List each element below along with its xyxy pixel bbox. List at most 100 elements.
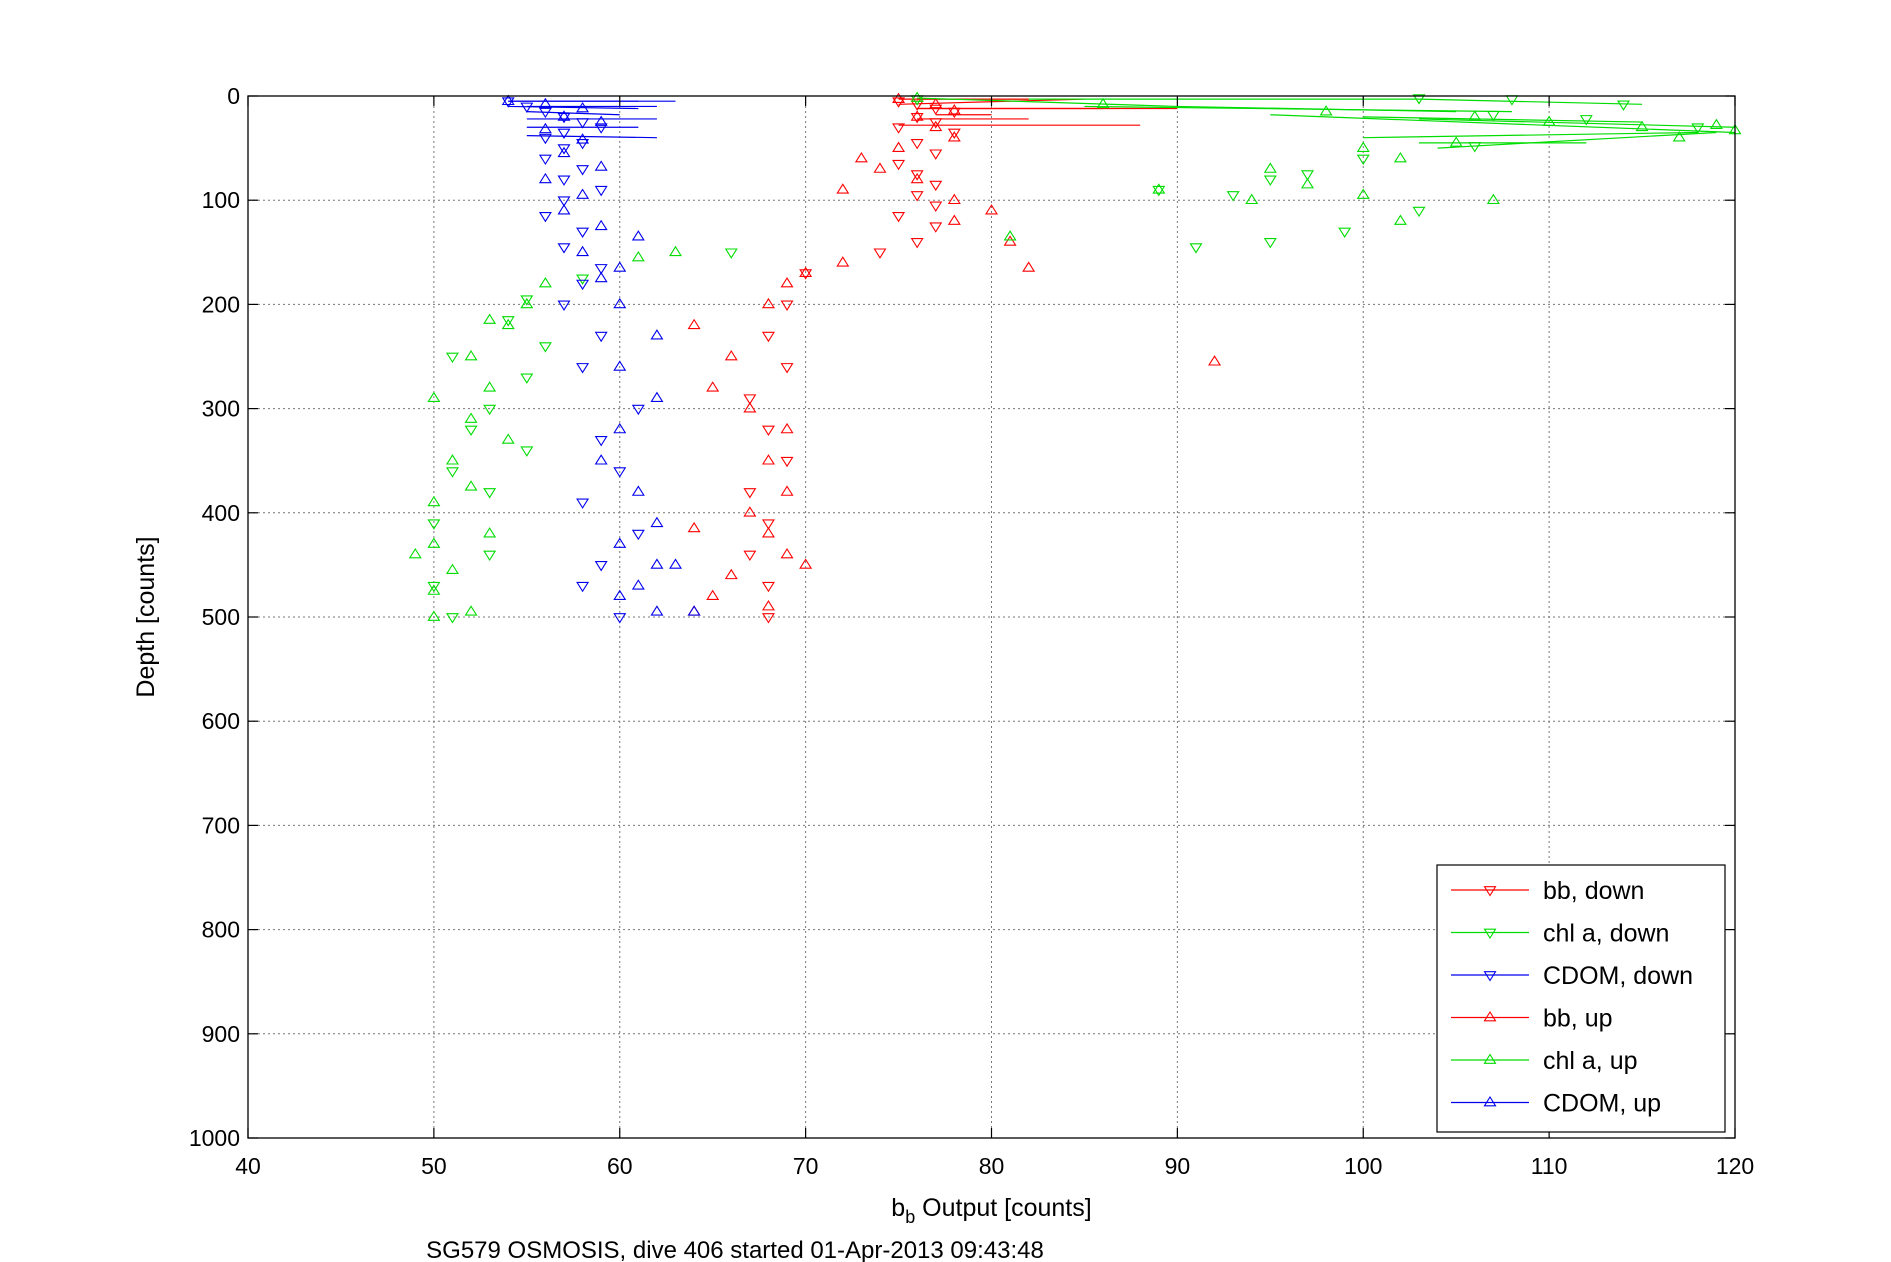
point-marker-up: [761, 600, 775, 611]
point-marker-down: [538, 133, 552, 145]
point-marker-up: [538, 97, 552, 109]
point-marker-down: [557, 128, 571, 140]
point-marker-down: [538, 154, 552, 166]
point-marker-down: [780, 300, 794, 311]
point-marker-down: [576, 363, 590, 374]
point-marker-down: [873, 248, 887, 259]
point-marker-down: [613, 467, 627, 478]
point-marker-up: [761, 527, 775, 538]
y-axis-label: Depth [counts]: [132, 536, 160, 697]
point-marker-down: [910, 238, 924, 249]
point-marker-up: [780, 422, 794, 434]
point-marker-down: [761, 331, 775, 343]
legend-item: CDOM, down: [1451, 962, 1693, 990]
point-marker-up: [854, 151, 868, 163]
point-marker-down: [576, 227, 590, 238]
series-line-segment: [1363, 116, 1643, 123]
y-tick-label: 700: [202, 812, 240, 838]
point-marker-down: [501, 97, 515, 108]
point-marker-down: [483, 550, 497, 562]
point-marker-up: [947, 104, 961, 115]
grid: [248, 96, 1735, 1138]
point-marker-down: [594, 185, 608, 197]
point-marker-down: [1412, 206, 1426, 218]
point-marker-up: [538, 172, 552, 184]
legend-item: bb, up: [1451, 1005, 1613, 1033]
x-tick-label: 40: [235, 1153, 261, 1179]
point-marker-up: [427, 391, 441, 403]
point-marker-down: [929, 201, 943, 212]
point-marker-down: [557, 112, 571, 124]
point-marker-down: [594, 123, 608, 134]
point-marker-up: [613, 422, 627, 434]
y-tick-label: 0: [227, 83, 240, 109]
point-marker-up: [724, 349, 738, 361]
point-marker-down: [557, 243, 571, 254]
point-marker-down: [1691, 123, 1705, 134]
point-marker-down: [576, 139, 590, 150]
x-tick-label: 120: [1716, 1153, 1754, 1179]
point-marker-up: [576, 188, 590, 199]
point-marker-up: [1393, 151, 1407, 163]
point-marker-up: [576, 133, 590, 144]
point-marker-down: [929, 118, 943, 129]
point-marker-down: [1356, 154, 1370, 166]
point-marker-up: [873, 162, 887, 173]
y-tick-label: 200: [202, 291, 240, 317]
series-line-segment: [1363, 131, 1698, 139]
point-marker-up: [1468, 110, 1482, 121]
point-marker-up: [408, 547, 422, 559]
point-marker-up: [929, 97, 943, 109]
point-marker-up: [1483, 1095, 1497, 1107]
y-tick-label: 100: [202, 187, 240, 213]
legend-item: bb, down: [1451, 877, 1644, 905]
point-marker-down: [557, 144, 571, 155]
y-tick-label: 1000: [189, 1125, 240, 1151]
series-4: [408, 91, 1742, 621]
point-marker-down: [520, 102, 534, 113]
point-marker-up: [1003, 230, 1017, 241]
point-marker-down: [576, 165, 590, 176]
point-marker-down: [501, 316, 515, 327]
point-marker-down: [892, 159, 906, 171]
legend-label: CDOM, down: [1543, 962, 1693, 990]
point-marker-down: [427, 581, 441, 593]
point-marker-up: [576, 101, 590, 113]
series-line-segment: [526, 134, 657, 139]
point-marker-up: [743, 402, 757, 413]
point-marker-down: [761, 613, 775, 624]
point-marker-up: [929, 120, 943, 132]
point-marker-up: [799, 266, 813, 277]
x-tick-label: 70: [793, 1153, 819, 1179]
point-marker-down: [557, 300, 571, 311]
point-marker-down: [594, 331, 608, 343]
x-tick-label: 50: [421, 1153, 447, 1179]
legend: bb, down chl a, down CDOM, down bb, up chl a…: [1436, 864, 1726, 1133]
point-marker-up: [594, 219, 608, 231]
point-marker-down: [520, 295, 534, 306]
point-marker-down: [1579, 115, 1593, 126]
point-marker-up: [780, 547, 794, 559]
point-marker-down: [445, 467, 459, 478]
point-marker-down: [929, 104, 943, 116]
point-marker-up: [706, 381, 720, 392]
point-marker-up: [1449, 136, 1463, 147]
point-marker-up: [1672, 131, 1686, 142]
point-marker-down: [910, 170, 924, 181]
point-marker-up: [1096, 97, 1110, 109]
series-3: [687, 92, 1222, 616]
point-marker-up: [1152, 183, 1166, 194]
point-marker-up: [1486, 193, 1500, 205]
point-marker-down: [1338, 227, 1352, 238]
point-marker-up: [1393, 214, 1407, 225]
point-marker-up: [538, 277, 552, 288]
point-marker-down: [520, 373, 534, 384]
point-marker-up: [631, 579, 645, 590]
point-marker-up: [836, 183, 850, 194]
point-marker-down: [929, 222, 943, 233]
point-marker-down: [929, 149, 943, 160]
point-marker-up: [1483, 1053, 1497, 1064]
point-marker-down: [594, 436, 608, 447]
point-marker-down: [1483, 928, 1497, 940]
point-marker-up: [427, 584, 441, 595]
